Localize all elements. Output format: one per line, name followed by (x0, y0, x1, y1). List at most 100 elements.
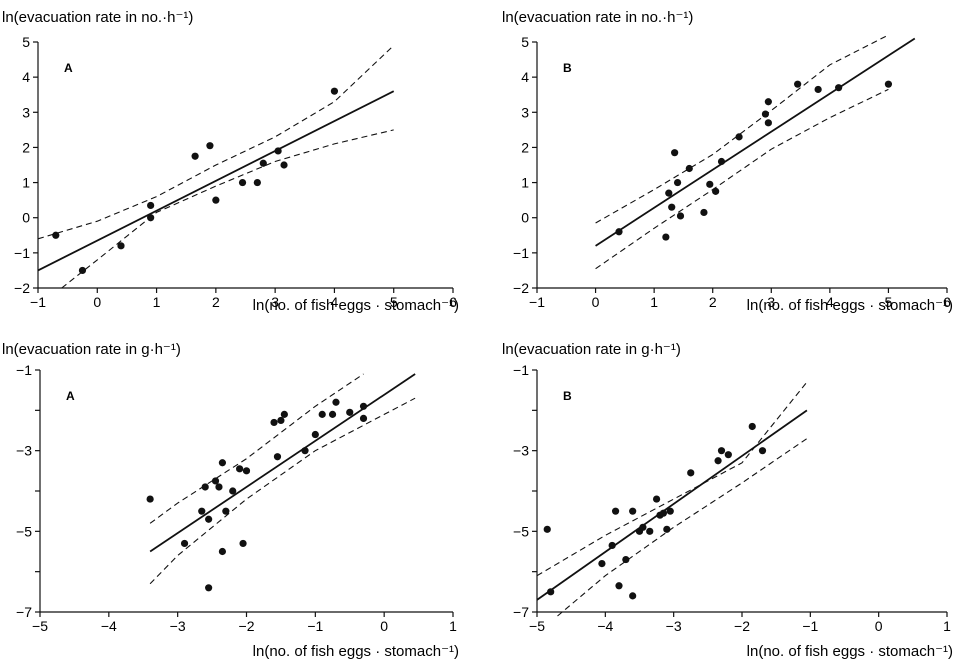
y-tick-label: 4 (22, 69, 30, 85)
x-tick-label: 0 (380, 618, 388, 634)
y-tick-label: 5 (22, 34, 30, 50)
data-point (724, 451, 732, 459)
y-tick-label: −2 (14, 280, 30, 296)
y-tick-label: −3 (513, 443, 529, 459)
data-point (646, 527, 654, 535)
data-point (629, 507, 637, 515)
data-point (253, 178, 261, 187)
x-tick-label: 0 (592, 294, 600, 310)
data-point (685, 164, 693, 173)
x-tick-label: −5 (529, 618, 545, 634)
data-point (205, 584, 213, 592)
confidence-band-upper (149, 373, 364, 524)
confidence-band-upper (595, 34, 889, 224)
y-axis-label: ln(evacuation rate in g·h⁻¹) (502, 341, 681, 358)
x-tick-label: −4 (597, 618, 613, 634)
data-point (198, 507, 206, 515)
x-axis-label: ln(no. of fish eggs · stomach⁻¹) (747, 643, 953, 660)
y-tick-label: −1 (513, 245, 529, 261)
x-tick-label: −1 (307, 618, 323, 634)
regression-line (536, 409, 808, 601)
data-point (215, 483, 223, 491)
data-point (814, 85, 822, 94)
data-point (328, 410, 337, 418)
data-point (332, 398, 340, 406)
data-point (598, 560, 606, 568)
x-axis-label: ln(no. of fish eggs · stomach⁻¹) (253, 643, 459, 660)
y-tick-label: 1 (22, 175, 30, 191)
data-point (671, 149, 679, 157)
x-tick-label: −2 (734, 618, 750, 634)
data-point (218, 459, 227, 467)
x-tick-label: 5 (885, 294, 893, 310)
data-point (146, 495, 154, 503)
data-point (330, 87, 339, 95)
y-tick-label: −1 (16, 362, 32, 378)
data-point (218, 547, 227, 556)
x-axis-label: ln(no. of fish eggs · stomach⁻¹) (747, 297, 953, 314)
x-tick-label: 6 (449, 294, 457, 310)
data-point (206, 142, 214, 150)
y-tick-label: −1 (513, 362, 529, 378)
panel-label: B (563, 61, 572, 75)
data-point (714, 457, 722, 465)
data-point (359, 402, 368, 410)
y-tick-label: 1 (521, 175, 529, 191)
y-tick-label: 3 (22, 104, 30, 120)
data-point (665, 189, 673, 197)
data-point (212, 196, 220, 204)
y-tick-label: 2 (521, 139, 529, 155)
x-tick-label: 3 (271, 294, 279, 310)
x-tick-label: −4 (101, 618, 117, 634)
data-point (236, 465, 244, 473)
data-point (359, 414, 368, 422)
data-point (761, 110, 770, 118)
x-tick-label: 1 (650, 294, 658, 310)
data-point (180, 539, 189, 548)
data-point (277, 416, 285, 425)
confidence-band-lower (557, 438, 808, 617)
y-axis-label: ln(evacuation rate in no.·h⁻¹) (2, 9, 193, 26)
data-point (239, 539, 247, 548)
data-point (147, 201, 155, 210)
confidence-band-lower (149, 397, 416, 585)
chart-panel-3: −7−5−3−1−5 −4 −3 −2 −1 0 1ln(evacuation rate i… (2, 341, 459, 660)
x-tick-label: 3 (767, 294, 775, 310)
x-tick-label: −2 (239, 618, 255, 634)
y-axis-label: ln(evacuation rate in no.·h⁻¹) (502, 9, 693, 26)
y-tick-label: 5 (521, 34, 529, 50)
x-tick-label: 2 (212, 294, 220, 310)
confidence-band-upper (37, 45, 395, 240)
x-tick-label: 2 (709, 294, 717, 310)
panel-label: A (66, 389, 75, 403)
data-point (270, 418, 278, 427)
x-tick-label: 0 (875, 618, 883, 634)
x-tick-label: 1 (153, 294, 161, 310)
confidence-band-upper (536, 381, 808, 577)
data-point (884, 80, 893, 88)
x-tick-label: 1 (449, 618, 457, 634)
data-point (622, 555, 630, 564)
y-axis-label: ln(evacuation rate in g·h⁻¹) (2, 341, 181, 358)
panel-label: A (64, 61, 73, 75)
data-point (764, 119, 772, 127)
data-point (608, 541, 616, 550)
y-tick-label: 3 (521, 104, 529, 120)
data-point (615, 582, 623, 590)
data-point (652, 495, 661, 503)
data-point (676, 212, 685, 220)
x-tick-label: −5 (32, 618, 48, 634)
data-point (700, 208, 708, 217)
confidence-band-lower (595, 88, 889, 270)
x-tick-label: 5 (390, 294, 398, 310)
data-point (748, 422, 756, 431)
data-point (147, 214, 155, 222)
data-point (706, 180, 714, 188)
data-point (687, 469, 695, 477)
data-point (668, 203, 676, 211)
data-point (717, 157, 726, 166)
panel-label: B (563, 389, 572, 403)
data-point (794, 80, 802, 88)
